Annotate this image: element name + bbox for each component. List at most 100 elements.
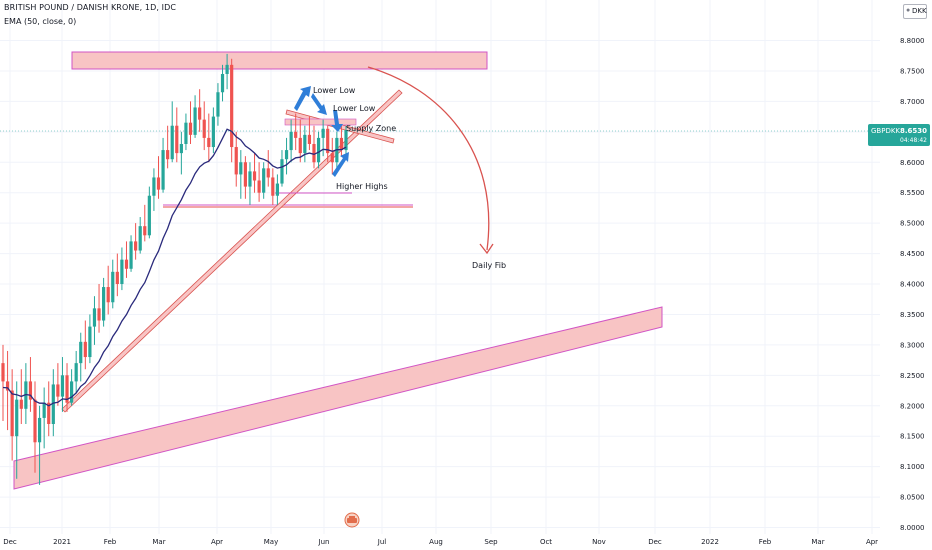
- x-tick-label: Mar: [152, 538, 165, 546]
- candle-body: [307, 134, 312, 144]
- price-tag-symbol: GBPDKK: [871, 127, 901, 135]
- candle-body: [156, 177, 161, 190]
- candle-body: [216, 92, 220, 117]
- indicator-label[interactable]: EMA (50, close, 0): [4, 17, 77, 26]
- top-resistance-zone[interactable]: [71, 51, 488, 70]
- x-tick-label: Sep: [484, 538, 498, 546]
- candle-body: [111, 271, 115, 303]
- price-tag-value: 8.6530: [900, 127, 928, 135]
- candle-body: [60, 375, 65, 397]
- candle-body: [33, 399, 37, 443]
- candle-body: [102, 287, 106, 321]
- candle-body: [70, 381, 74, 403]
- candle-body: [344, 129, 348, 151]
- candle-body: [284, 150, 289, 160]
- currency-selector[interactable]: ● DKK: [903, 4, 927, 19]
- candle-body: [47, 402, 51, 425]
- candle-body: [234, 147, 238, 175]
- x-tick-label: Jun: [318, 538, 330, 546]
- candle-body: [1, 363, 5, 382]
- x-tick-label: Jul: [377, 538, 387, 546]
- x-tick-label: Dec: [648, 538, 662, 546]
- candle-body: [257, 180, 261, 193]
- candle-body: [170, 125, 174, 160]
- supply-zone-box[interactable]: [284, 118, 357, 126]
- candle-body: [184, 122, 188, 144]
- candle-body: [294, 131, 298, 138]
- candle-body: [280, 159, 284, 184]
- candle-body: [19, 399, 23, 409]
- ascending-trendline[interactable]: [61, 89, 403, 413]
- y-tick-label: 8.8000: [900, 37, 925, 45]
- candle-body: [230, 64, 234, 148]
- candle-body: [271, 177, 275, 196]
- arrow-icon: [332, 152, 349, 177]
- x-tick-label: Dec: [3, 538, 17, 546]
- y-tick-label: 8.5000: [900, 220, 925, 228]
- candle-body: [312, 143, 316, 163]
- candles: [1, 53, 348, 485]
- candle-body: [138, 226, 142, 251]
- y-tick-label: 8.1000: [900, 463, 925, 471]
- x-tick-label: Aug: [429, 538, 443, 546]
- event-flag-icon[interactable]: [341, 512, 363, 528]
- candle-body: [97, 308, 101, 321]
- candle-body: [211, 116, 215, 148]
- candle-body: [298, 137, 302, 154]
- annotation-lower-low-2: Lower Low: [333, 104, 376, 113]
- candle-body: [124, 259, 129, 269]
- x-tick-label: Apr: [866, 538, 878, 546]
- arrow-icon: [294, 86, 311, 111]
- candle-body: [202, 119, 206, 138]
- candle-body: [262, 168, 266, 193]
- axes: Dec 2021 Feb Mar Apr May Jun Jul Aug Sep Oct Nov Dec…: [3, 37, 924, 546]
- candle-body: [243, 162, 247, 187]
- x-tick-label: Feb: [104, 538, 117, 546]
- candle-body: [275, 183, 279, 196]
- x-tick-label: Oct: [540, 538, 552, 546]
- candle-body: [106, 287, 110, 303]
- x-tick-label: Apr: [211, 538, 223, 546]
- daily-fib-arrowhead: [479, 243, 494, 255]
- ema-line: [2, 128, 347, 407]
- candle-body: [147, 195, 151, 236]
- x-tick-label: 2021: [53, 538, 71, 546]
- candle-body: [143, 226, 147, 236]
- candle-body: [220, 73, 225, 93]
- lock-icon: ●: [906, 7, 911, 14]
- y-tick-label: 8.2000: [900, 402, 925, 410]
- candle-body: [115, 271, 119, 284]
- chart-title: BRITISH POUND / DANISH KRONE, 1D, IDC: [4, 3, 177, 12]
- lower-channel-zone[interactable]: [13, 306, 663, 490]
- x-tick-label: May: [264, 538, 278, 546]
- y-tick-label: 8.0500: [900, 494, 925, 502]
- candle-body: [326, 128, 330, 154]
- y-tick-label: 8.5500: [900, 189, 925, 197]
- y-tick-label: 8.4500: [900, 250, 925, 258]
- annotation-higher-highs: Higher Highs: [336, 182, 388, 191]
- candle-body: [166, 150, 170, 160]
- annotations[interactable]: Lower Low Lower Low Supply Zone Higher H…: [294, 66, 506, 270]
- grid: [0, 0, 880, 534]
- x-tick-label: Nov: [592, 538, 606, 546]
- candle-body: [28, 381, 33, 400]
- candle-body: [51, 384, 55, 425]
- candle-body: [65, 375, 69, 403]
- candle-body: [129, 241, 133, 269]
- y-tick-label: 8.2500: [900, 372, 925, 380]
- candle-body: [37, 417, 42, 443]
- candle-body: [161, 150, 165, 190]
- drawing-zones[interactable]: [13, 51, 663, 490]
- x-tick-label: Mar: [811, 538, 824, 546]
- y-tick-label: 8.7000: [900, 98, 925, 106]
- candle-body: [79, 341, 83, 364]
- daily-fib-curve[interactable]: [367, 66, 490, 251]
- y-tick-label: 8.1500: [900, 433, 925, 441]
- candle-body: [56, 384, 60, 397]
- candle-body: [179, 143, 183, 154]
- candle-body: [321, 128, 325, 138]
- candle-body: [134, 241, 138, 251]
- candle-body: [5, 381, 10, 391]
- price-tag-countdown: 04:48:42: [900, 137, 927, 144]
